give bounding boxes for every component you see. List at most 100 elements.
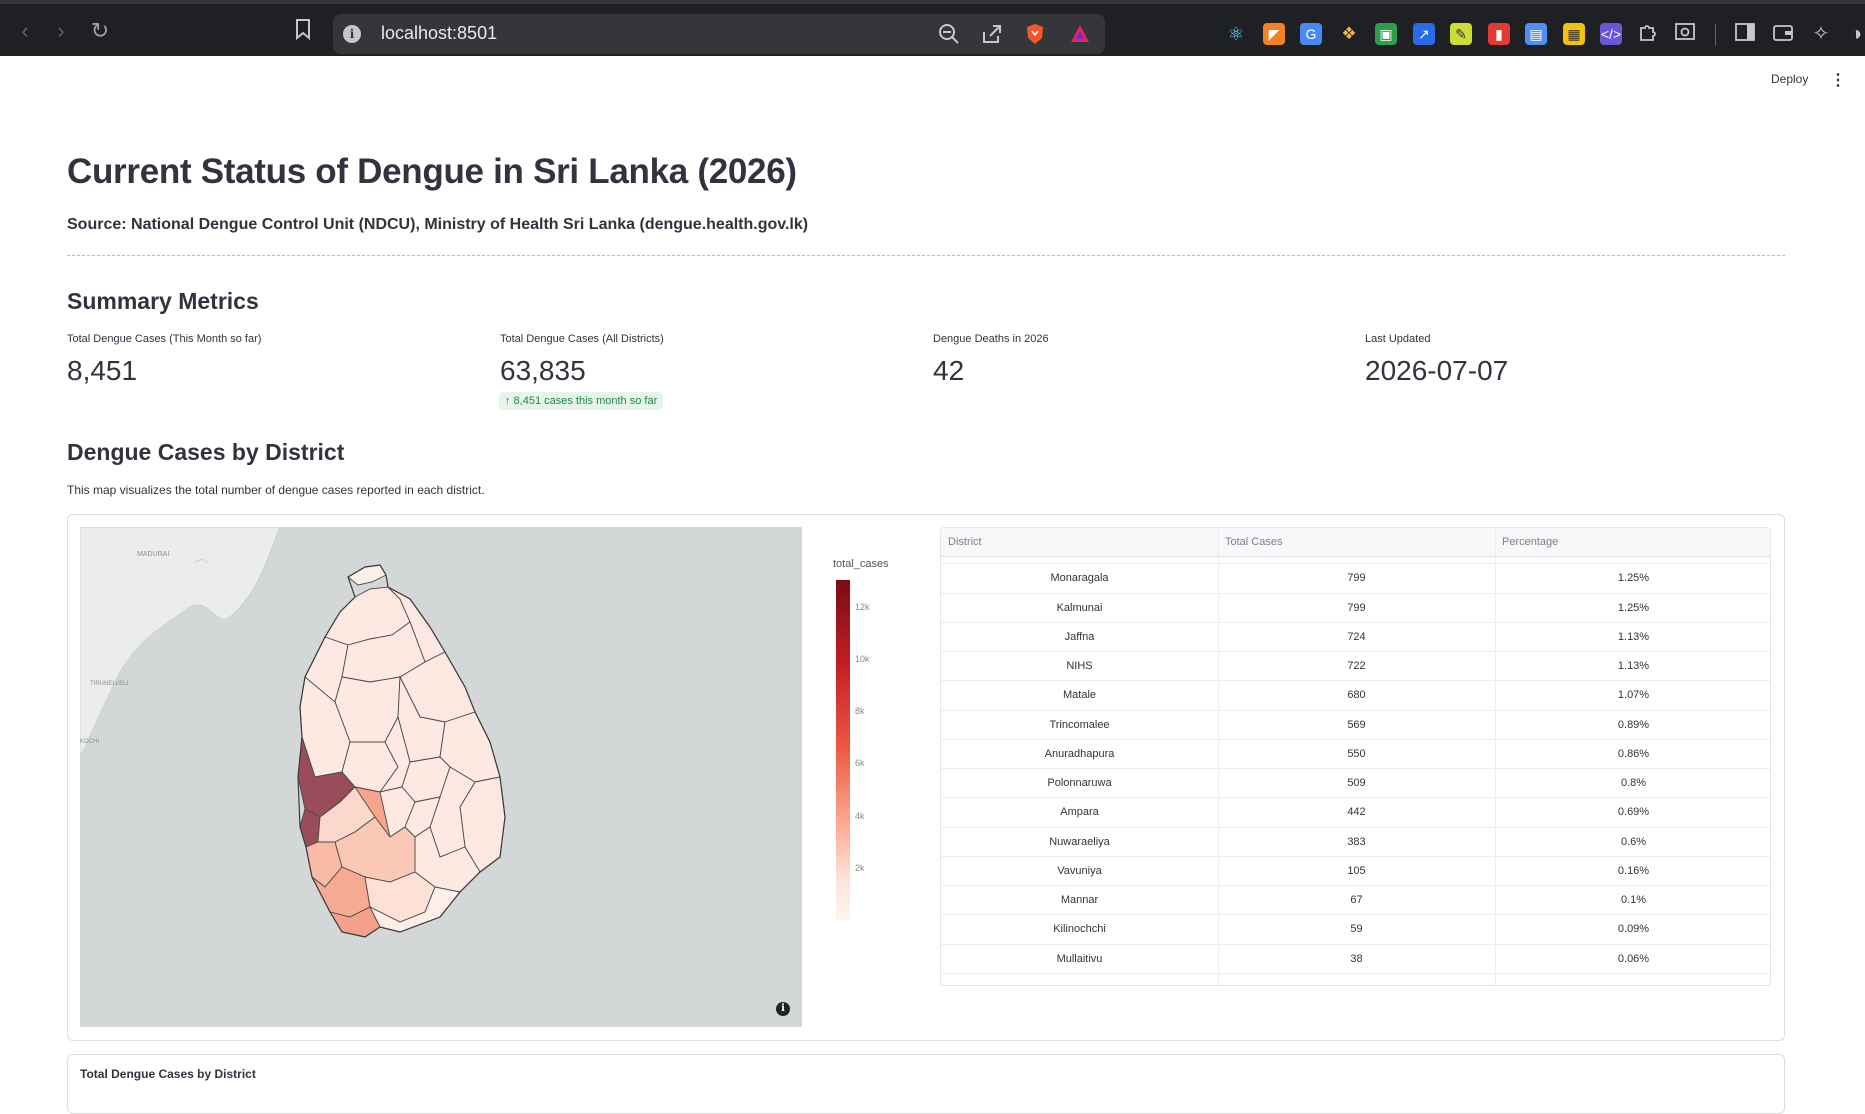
table-row[interactable]: Polonnaruwa 509 0.8% (941, 769, 1770, 799)
cell-total-cases[interactable]: 724 (1347, 630, 1366, 643)
cell-district[interactable]: Kalmunai (1056, 601, 1103, 614)
reload-icon[interactable]: ↻ (90, 18, 110, 43)
more-vert-icon[interactable]: ⋮ (1830, 72, 1846, 89)
cell-percentage[interactable]: 1.07% (1617, 689, 1650, 702)
table-row[interactable]: Mullaitivu 38 0.06% (941, 945, 1770, 974)
share-icon[interactable] (981, 23, 1003, 45)
cell-percentage[interactable]: 1.13% (1617, 660, 1650, 672)
cell-district[interactable]: Polonnaruwa (1047, 777, 1112, 789)
cell-district[interactable]: Kilinochchi (1053, 923, 1106, 936)
table-row[interactable]: NIHS 722 1.13% (941, 652, 1770, 682)
cell-total-cases[interactable]: 722 (1347, 660, 1366, 672)
extensions-puzzle-icon[interactable] (1635, 21, 1661, 47)
cell-district[interactable]: Ampara (1060, 806, 1099, 819)
cell-district[interactable]: Jaffna (1064, 630, 1095, 643)
table-row[interactable]: Matale 680 1.07% (941, 681, 1770, 711)
cell-district[interactable]: Nuwaraeliya (1049, 835, 1110, 848)
url-text[interactable]: localhost:8501 (381, 23, 498, 43)
extension-icon[interactable]: ▦ (1563, 23, 1585, 45)
cell-total-cases[interactable]: 569 (1347, 718, 1366, 731)
cell-total-cases[interactable]: 509 (1347, 777, 1366, 789)
sri-lanka-districts[interactable] (297, 564, 506, 938)
column-header-total-cases[interactable]: Total Cases (1225, 536, 1283, 548)
cell-total-cases[interactable]: 680 (1347, 689, 1366, 702)
cell-percentage[interactable]: 0.6% (1620, 835, 1647, 848)
cell-percentage[interactable]: 1.13% (1617, 630, 1650, 643)
cell-district[interactable]: Trincomalee (1049, 718, 1110, 731)
table-row[interactable]: Anuradhapura 550 0.86% (941, 740, 1770, 769)
cell-percentage[interactable]: 0.86% (1617, 747, 1650, 760)
column-header-district[interactable]: District (948, 536, 982, 548)
cell-total-cases[interactable]: 38 (1350, 952, 1363, 965)
column-divider (1495, 528, 1496, 985)
translate-icon[interactable]: G (1300, 23, 1322, 45)
cell-percentage[interactable]: 0.69% (1617, 806, 1650, 819)
table-row[interactable]: Nuwaraeliya 383 0.6% (941, 828, 1770, 857)
metric-last-updated: Last Updated 2026-07-07 (1365, 333, 1508, 387)
table-row[interactable]: Kalmunai 799 1.25% (941, 594, 1770, 623)
profile-icon[interactable]: ◑ (1849, 23, 1863, 45)
cell-total-cases[interactable]: 383 (1347, 835, 1366, 848)
colorbar (836, 580, 850, 920)
address-bar[interactable]: i localhost:8501 (333, 14, 1105, 54)
info-icon[interactable]: i (776, 1002, 790, 1016)
district-table[interactable]: District Total Cases Percentage Badulla8… (940, 527, 1771, 986)
table-row[interactable]: Ampara 442 0.69% (941, 798, 1770, 828)
cell-percentage[interactable]: 0.16% (1617, 864, 1650, 877)
cell-district[interactable]: NIHS (1066, 660, 1093, 672)
column-divider (1218, 528, 1219, 985)
code-icon[interactable]: </> (1600, 23, 1622, 45)
extension-icon[interactable]: ↗ (1413, 23, 1435, 45)
cell-district[interactable]: Vavuniya (1057, 864, 1102, 877)
map-canvas[interactable]: MADURAI TIRUNELVELI KOCHI (80, 527, 802, 1027)
table-row[interactable]: Kilinochchi 59 0.09% (941, 915, 1770, 945)
colorbar-tick: 8k (855, 706, 865, 716)
table-row[interactable]: Jaffna 724 1.13% (941, 623, 1770, 652)
cell-total-cases[interactable]: 799 (1347, 601, 1366, 614)
cell-district[interactable]: Mannar (1060, 894, 1099, 906)
brave-shield-icon[interactable] (1024, 23, 1046, 45)
react-devtools-icon[interactable]: ⚛ (1227, 24, 1245, 44)
cell-total-cases[interactable]: 799 (1347, 572, 1366, 585)
cell-district[interactable]: Matale (1062, 689, 1097, 702)
back-icon[interactable]: ‹ (21, 18, 29, 43)
cell-district[interactable]: Monaragala (1050, 572, 1109, 585)
leo-ai-icon[interactable]: ✧ (1812, 23, 1830, 45)
cell-percentage[interactable]: 0.8% (1620, 777, 1647, 789)
cell-total-cases[interactable]: 550 (1347, 747, 1366, 760)
cell-percentage[interactable]: 0.06% (1617, 952, 1650, 965)
column-header-percentage[interactable]: Percentage (1502, 536, 1559, 548)
extension-icon[interactable]: ◤ (1263, 23, 1285, 45)
cell-district[interactable]: Mullaitivu (1056, 952, 1103, 965)
cell-total-cases[interactable]: 59 (1350, 923, 1363, 936)
cell-total-cases[interactable]: 442 (1347, 806, 1366, 819)
wallet-icon[interactable] (1770, 21, 1796, 47)
choropleth-map[interactable]: MADURAI TIRUNELVELI KOCHI (80, 527, 802, 1027)
deploy-button[interactable]: Deploy (1771, 72, 1809, 86)
sidebar-icon[interactable] (1732, 21, 1758, 47)
table-row[interactable]: Mannar 67 0.1% (941, 886, 1770, 916)
site-info-icon[interactable]: i (343, 25, 361, 43)
cell-total-cases[interactable]: 105 (1347, 864, 1366, 877)
cell-percentage[interactable]: 0.89% (1617, 718, 1650, 731)
screenshot-icon[interactable] (1672, 21, 1698, 47)
cell-district[interactable]: Anuradhapura (1044, 747, 1115, 760)
extension-icon[interactable]: ✎ (1450, 23, 1472, 45)
cell-percentage[interactable]: 0.09% (1617, 923, 1650, 936)
extension-icon[interactable]: ▣ (1375, 23, 1397, 45)
table-row[interactable]: Vavuniya 105 0.16% (941, 857, 1770, 886)
bookmark-icon[interactable] (290, 18, 316, 44)
brave-rewards-icon[interactable] (1069, 23, 1091, 45)
cell-percentage[interactable]: 1.25% (1617, 572, 1650, 585)
district-jaffna[interactable] (347, 564, 387, 586)
table-row[interactable]: Trincomalee 569 0.89% (941, 711, 1770, 740)
forward-icon[interactable]: › (57, 18, 65, 43)
zoom-icon[interactable] (938, 23, 960, 45)
extension-icon[interactable]: ▤ (1525, 23, 1547, 45)
cell-percentage[interactable]: 1.25% (1617, 601, 1650, 614)
table-row[interactable]: Monaragala 799 1.25% (941, 564, 1770, 594)
bug-icon[interactable]: ❖ (1341, 24, 1357, 43)
cell-percentage[interactable]: 0.1% (1620, 894, 1647, 906)
extension-icon[interactable]: ▮ (1488, 23, 1510, 45)
cell-total-cases[interactable]: 67 (1350, 894, 1363, 906)
